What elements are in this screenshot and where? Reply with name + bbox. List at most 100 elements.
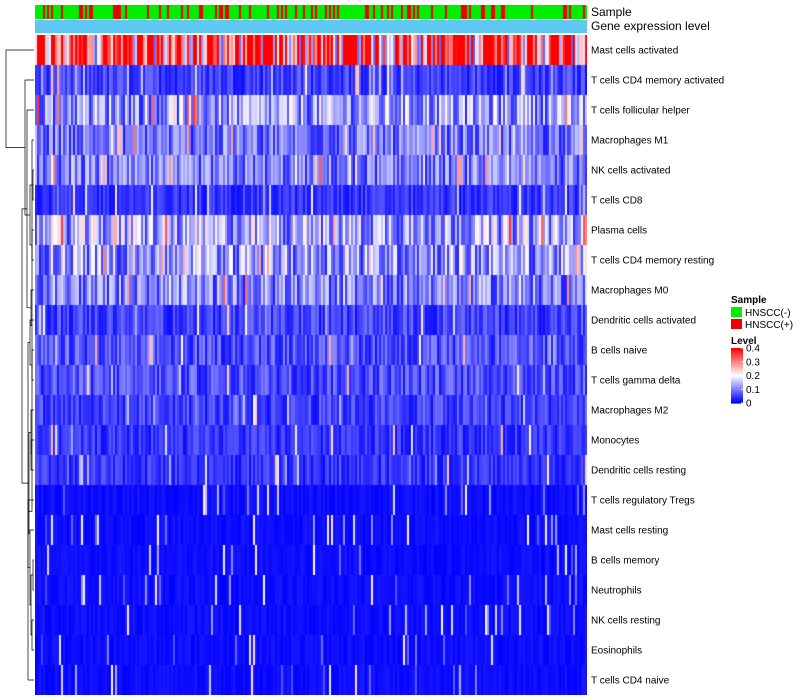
row-label: NK cells activated bbox=[591, 166, 670, 177]
legend-swatch bbox=[731, 307, 742, 317]
dendrogram-branch bbox=[29, 529, 34, 606]
row-label: T cells CD4 memory resting bbox=[591, 256, 714, 267]
legend-title-sample: Sample bbox=[731, 295, 767, 306]
color-scale-segment bbox=[731, 367, 743, 369]
color-scale-tick-label: 0.3 bbox=[746, 357, 760, 368]
color-scale-segment bbox=[731, 397, 743, 400]
color-scale-segment bbox=[731, 356, 743, 358]
gene-expression-level-bar bbox=[35, 20, 587, 33]
color-scale-segment bbox=[731, 378, 743, 380]
color-scale-segment bbox=[731, 381, 743, 383]
color-scale-segment bbox=[731, 402, 743, 404]
color-scale-segment bbox=[731, 393, 743, 396]
color-scale-segment bbox=[731, 389, 743, 391]
color-scale-segment bbox=[731, 392, 743, 395]
color-scale-segment bbox=[731, 394, 743, 397]
color-scale-segment bbox=[731, 401, 743, 403]
color-scale-segment bbox=[731, 375, 743, 378]
color-scale-segment bbox=[731, 366, 743, 368]
color-scale-segment bbox=[731, 385, 743, 388]
color-scale-tick-label: 0.1 bbox=[746, 385, 760, 396]
color-scale-tick-label: 0.2 bbox=[746, 371, 760, 382]
color-scale-segment bbox=[731, 370, 743, 373]
dendrogram-branch bbox=[5, 49, 34, 148]
color-scale-segment bbox=[731, 353, 743, 356]
sample-annotation-bar bbox=[35, 5, 587, 19]
row-label: T cells follicular helper bbox=[591, 106, 690, 117]
color-scale-segment bbox=[731, 349, 743, 352]
color-scale-segment bbox=[731, 359, 743, 362]
dendrogram-branch bbox=[29, 184, 33, 246]
row-label: Macrophages M2 bbox=[591, 406, 669, 417]
color-scale-segment bbox=[731, 383, 743, 386]
color-scale-segment bbox=[731, 350, 743, 353]
color-scale-segment bbox=[731, 399, 743, 401]
row-label: B cells naive bbox=[591, 346, 648, 357]
color-scale-segment bbox=[731, 390, 743, 392]
color-scale-segment bbox=[731, 352, 743, 355]
row-label: Dendritic cells activated bbox=[591, 316, 696, 327]
annotation-label-gene-expression: Gene expression level bbox=[591, 19, 710, 33]
dendrogram-branch bbox=[30, 439, 34, 471]
row-label: T cells gamma delta bbox=[591, 376, 681, 387]
color-scale-segment bbox=[731, 376, 743, 378]
color-scale-segment bbox=[731, 369, 743, 371]
color-scale-segment bbox=[731, 380, 743, 382]
legend-item-label: HNSCC(-) bbox=[745, 308, 791, 319]
row-label: Monocytes bbox=[591, 436, 639, 447]
row-dendrogram bbox=[5, 49, 34, 681]
legend-item-label: HNSCC(+) bbox=[745, 320, 793, 331]
annotation-label-sample: Sample bbox=[591, 5, 632, 19]
legend-swatch bbox=[731, 319, 742, 329]
color-scale-tick-label: 0 bbox=[746, 399, 752, 410]
color-scale-segment bbox=[731, 362, 743, 365]
row-label: T cells CD4 memory activated bbox=[591, 76, 724, 87]
row-label: T cells regulatory Tregs bbox=[591, 496, 695, 507]
color-scale-segment bbox=[731, 360, 743, 363]
row-label: Dendritic cells resting bbox=[591, 466, 686, 477]
color-scale-segment bbox=[731, 388, 743, 390]
color-scale-segment bbox=[731, 371, 743, 374]
color-scale-segment bbox=[731, 391, 743, 393]
color-scale-segment bbox=[731, 351, 743, 354]
dendrogram-branch bbox=[32, 559, 34, 591]
dendrogram-branch bbox=[30, 409, 34, 455]
row-labels: Mast cells activated T cells CD4 memory a… bbox=[591, 46, 724, 687]
dendrogram-branch bbox=[32, 169, 34, 201]
dendrogram-branch bbox=[21, 208, 29, 484]
color-scale-segment bbox=[731, 363, 743, 366]
row-label: Plasma cells bbox=[591, 226, 647, 237]
color-scale-segment bbox=[731, 348, 743, 351]
color-scale-segment bbox=[731, 381, 743, 384]
color-scale-segment bbox=[731, 384, 743, 387]
row-label: Mast cells activated bbox=[591, 46, 678, 57]
row-label: NK cells resting bbox=[591, 616, 660, 627]
legend-title-level: Level bbox=[731, 336, 757, 347]
row-label: T cells CD4 naive bbox=[591, 676, 670, 687]
color-scale-segment bbox=[731, 386, 743, 389]
row-label: Neutrophils bbox=[591, 586, 642, 597]
color-scale-segment bbox=[731, 387, 743, 389]
color-scale-segment bbox=[731, 348, 743, 350]
color-scale-segment bbox=[731, 358, 743, 360]
color-scale-segment bbox=[731, 392, 743, 394]
dendrogram-branch bbox=[31, 619, 34, 651]
color-scale-segment bbox=[731, 365, 743, 367]
color-scale-segment bbox=[731, 372, 743, 375]
color-scale-segment bbox=[731, 357, 743, 359]
color-scale-segment bbox=[731, 382, 743, 385]
color-scale-segment bbox=[731, 379, 743, 381]
color-scale-segment bbox=[731, 395, 743, 398]
color-scale-segment bbox=[731, 359, 743, 361]
row-label: Macrophages M1 bbox=[591, 136, 669, 147]
color-scale-segment bbox=[731, 400, 743, 402]
row-label: Mast cells resting bbox=[591, 526, 668, 537]
color-scale-segment bbox=[731, 361, 743, 364]
color-scale-segment bbox=[731, 396, 743, 399]
row-label: B cells memory bbox=[591, 556, 659, 567]
color-scale-segment bbox=[731, 354, 743, 356]
dendrogram-branch bbox=[31, 229, 34, 261]
